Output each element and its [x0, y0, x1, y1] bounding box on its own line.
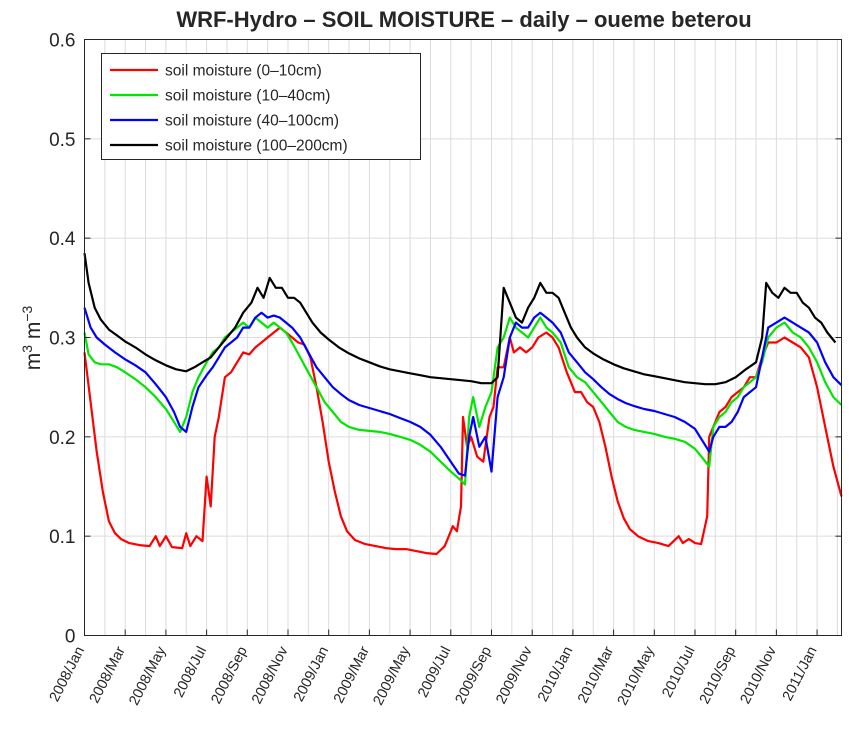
y-tick-label: 0.4: [49, 229, 76, 250]
legend-label-2: soil moisture (40–100cm): [165, 113, 339, 130]
y-tick-label: 0.5: [49, 130, 75, 151]
y-tick-label: 0.6: [49, 31, 75, 52]
y-tick-label: 0.2: [49, 428, 75, 449]
y-axis-label-exp-1: 3: [19, 345, 35, 353]
y-axis-label-exp-2: −3: [19, 305, 35, 321]
y-axis-label: m3 m−3: [19, 305, 45, 370]
svg-text:m3 m−3: m3 m−3: [19, 305, 45, 370]
legend-label-1: soil moisture (10–40cm): [165, 88, 330, 105]
series-line-1: [83, 316, 843, 486]
y-tick-label: 0.3: [49, 329, 75, 350]
y-tick-label: 0: [65, 627, 76, 648]
series-line-2: [83, 307, 843, 477]
chart-title: WRF-Hydro – SOIL MOISTURE – daily – ouem…: [176, 7, 751, 32]
series-layer: [83, 252, 843, 556]
legend-label-0: soil moisture (0–10cm): [165, 63, 322, 80]
y-axis-label-unit-1: m: [22, 353, 45, 371]
y-axis-label-unit-2: m: [22, 322, 45, 345]
series-line-3: [83, 252, 837, 386]
y-tick-label: 0.1: [49, 527, 75, 548]
legend: soil moisture (0–10cm) soil moisture (10–…: [101, 53, 421, 160]
legend-label-3: soil moisture (100–200cm): [165, 138, 348, 155]
legend-box: [101, 53, 421, 160]
